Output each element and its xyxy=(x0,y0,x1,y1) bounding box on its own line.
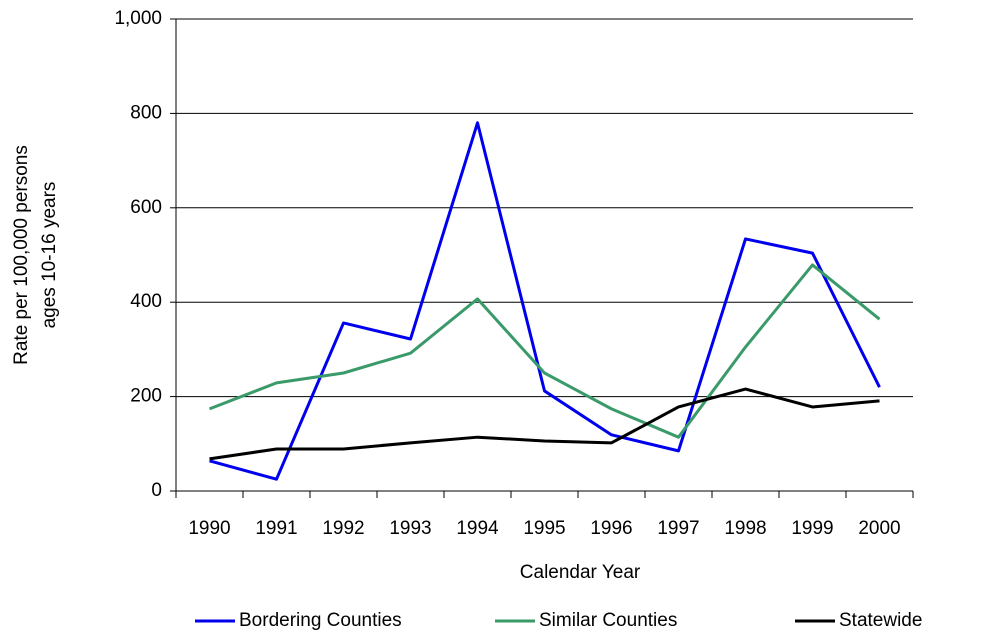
y-tick-label: 1,000 xyxy=(114,8,162,29)
y-tick-label: 600 xyxy=(130,197,162,218)
y-tick-label: 0 xyxy=(151,480,162,501)
x-tick-label: 1997 xyxy=(657,518,699,539)
x-tick-label: 1990 xyxy=(188,518,230,539)
x-tick-label: 1995 xyxy=(523,518,565,539)
x-tick-label: 1996 xyxy=(590,518,632,539)
x-tick-label: 1999 xyxy=(791,518,833,539)
y-axis-title: Rate per 100,000 persons xyxy=(11,145,32,365)
legend-label: Similar Counties xyxy=(539,610,677,631)
x-tick-label: 1998 xyxy=(724,518,766,539)
x-tick-label: 2000 xyxy=(858,518,900,539)
y-tick-label: 200 xyxy=(130,386,162,407)
y-tick-label: 400 xyxy=(130,291,162,312)
series-line xyxy=(208,263,881,439)
legend-label: Statewide xyxy=(839,610,922,631)
x-tick-label: 1992 xyxy=(322,518,364,539)
x-tick-label: 1994 xyxy=(456,518,499,539)
y-tick-label: 800 xyxy=(130,102,162,123)
series-line xyxy=(209,121,881,481)
y-axis-title: ages 10-16 years xyxy=(39,182,60,329)
x-axis-title: Calendar Year xyxy=(520,562,641,583)
x-tick-label: 1991 xyxy=(255,518,297,539)
series-line xyxy=(209,387,880,461)
legend-label: Bordering Counties xyxy=(239,610,402,631)
x-tick-label: 1993 xyxy=(389,518,431,539)
